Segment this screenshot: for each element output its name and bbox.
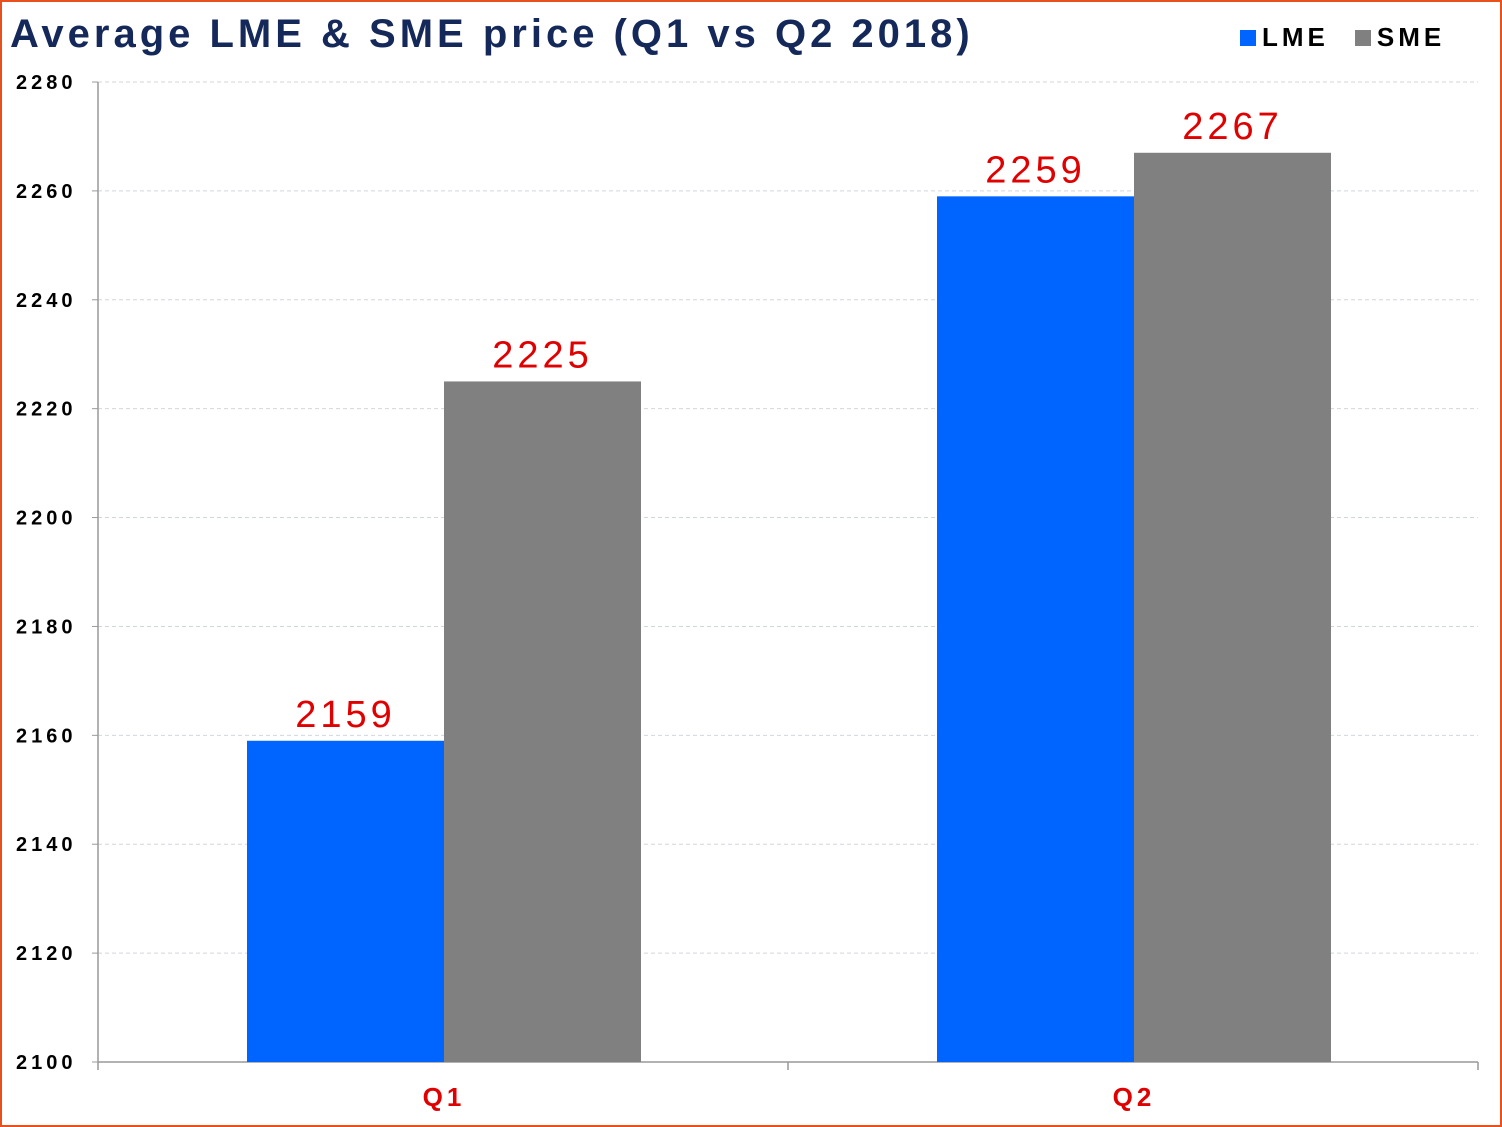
data-label: 2159 bbox=[295, 694, 396, 736]
legend: LME SME bbox=[1240, 22, 1471, 53]
x-tick-label: Q1 bbox=[423, 1082, 466, 1112]
x-tick-label: Q2 bbox=[1113, 1082, 1156, 1112]
y-tick-label: 2180 bbox=[16, 616, 77, 638]
chart-title: Average LME & SME price (Q1 vs Q2 2018) bbox=[10, 12, 974, 56]
y-tick-label: 2120 bbox=[16, 943, 77, 965]
legend-swatch-sme bbox=[1354, 29, 1371, 46]
y-tick-label: 2220 bbox=[16, 399, 77, 421]
bar-sme-q1 bbox=[444, 381, 641, 1062]
legend-item-lme: LME bbox=[1240, 22, 1329, 53]
y-tick-label: 2100 bbox=[16, 1052, 77, 1074]
data-label: 2225 bbox=[492, 334, 593, 376]
bar-sme-q2 bbox=[1134, 152, 1331, 1062]
bar-lme-q2 bbox=[937, 196, 1134, 1063]
y-tick-label: 2140 bbox=[16, 834, 77, 856]
y-tick-label: 2160 bbox=[16, 725, 77, 747]
legend-swatch-lme bbox=[1240, 29, 1256, 46]
y-tick-label: 2240 bbox=[16, 290, 77, 312]
y-tick-label: 2280 bbox=[16, 72, 77, 94]
bar-lme-q1 bbox=[247, 740, 444, 1062]
legend-label-lme: LME bbox=[1262, 22, 1329, 52]
legend-label-sme: SME bbox=[1376, 22, 1446, 52]
y-tick-label: 2200 bbox=[16, 508, 77, 530]
legend-item-sme: SME bbox=[1354, 22, 1446, 53]
data-label: 2267 bbox=[1182, 106, 1283, 148]
data-label: 2259 bbox=[985, 149, 1086, 191]
y-tick-label: 2260 bbox=[16, 181, 77, 203]
